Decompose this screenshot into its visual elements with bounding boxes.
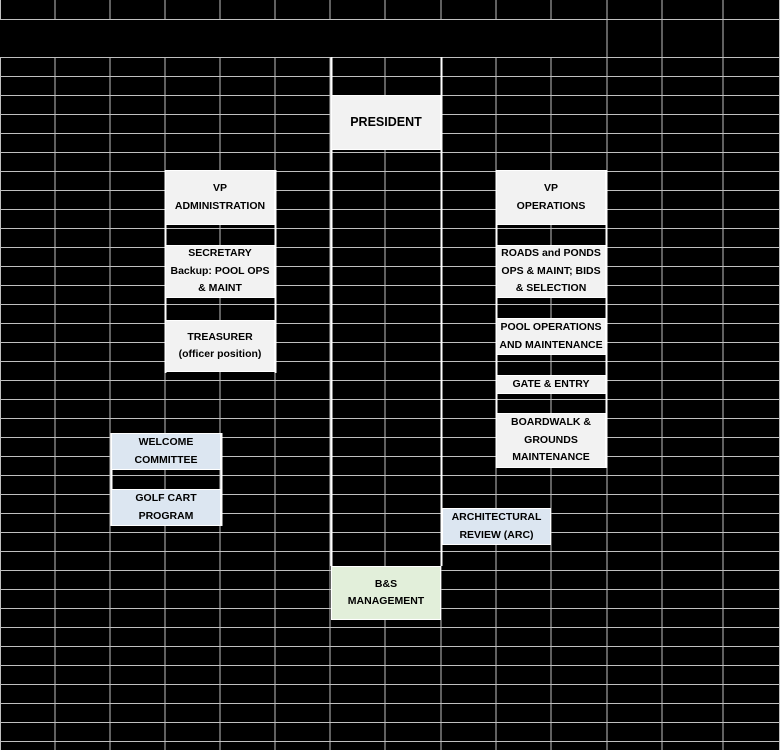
org-node-welcome-committee: WELCOME COMMITTEE — [111, 433, 221, 470]
org-node-label-line: PRESIDENT — [350, 114, 422, 129]
org-node-label-line: AND MAINTENANCE — [499, 338, 603, 351]
org-node-label-line: COMMITTEE — [134, 453, 198, 466]
org-node-label-line: ADMINISTRATION — [174, 199, 266, 212]
org-node-label-line: (officer position) — [178, 348, 262, 360]
org-node-architectural-review: ARCHITECTURAL REVIEW (ARC) — [442, 508, 551, 545]
org-node-label-line: OPERATIONS — [516, 199, 586, 212]
org-node-label-line: PROGRAM — [138, 509, 194, 522]
org-node-label-line: & MAINT — [198, 282, 242, 295]
org-node-label-line: B&S — [374, 577, 398, 590]
org-node-label-line: & SELECTION — [515, 282, 587, 295]
org-node-label-line: BOARDWALK & — [511, 416, 591, 429]
org-node-label-line: GROUNDS — [524, 433, 578, 446]
org-node-label-line: GATE & ENTRY — [512, 377, 590, 390]
org-node-pool-operations: POOL OPERATIONS AND MAINTENANCE — [496, 318, 606, 355]
org-node-bs-management: B&S MANAGEMENT — [331, 566, 441, 620]
org-node-label-line: WELCOME — [138, 436, 194, 448]
org-node-label-line: TREASURER — [187, 330, 253, 343]
org-node-label-line: Backup: POOL OPS — [170, 264, 270, 277]
org-node-gate-entry: GATE & ENTRY — [496, 375, 606, 394]
org-node-treasurer: TREASURER (officer position) — [165, 320, 275, 372]
org-node-label-line: OPS & MAINT; BIDS — [501, 264, 601, 277]
org-node-label-line: VP — [543, 182, 558, 194]
org-node-vp-operations: VP OPERATIONS — [496, 170, 606, 225]
org-node-secretary: SECRETARY Backup: POOL OPS & MAINT — [165, 245, 275, 298]
org-node-label-line: ARCHITECTURAL — [451, 511, 542, 523]
org-node-label-line: MANAGEMENT — [347, 595, 425, 607]
org-node-president: PRESIDENT — [331, 95, 441, 150]
org-node-label-line: MAINTENANCE — [512, 451, 590, 464]
org-node-label-line: SECRETARY — [188, 247, 252, 260]
org-node-label-line: REVIEW (ARC) — [459, 528, 534, 541]
org-node-label-line: ROADS and PONDS — [501, 247, 601, 260]
org-node-golf-cart-program: GOLF CART PROGRAM — [111, 489, 221, 526]
org-node-label-line: VP — [212, 182, 227, 194]
org-node-boardwalk-grounds: BOARDWALK & GROUNDS MAINTENANCE — [496, 413, 606, 468]
org-node-roads-and-ponds: ROADS and PONDS OPS & MAINT; BIDS & SELECT… — [496, 245, 606, 298]
org-node-label-line: GOLF CART — [135, 492, 197, 504]
org-node-label-line: POOL OPERATIONS — [500, 321, 602, 333]
org-node-vp-administration: VP ADMINISTRATION — [165, 170, 275, 225]
